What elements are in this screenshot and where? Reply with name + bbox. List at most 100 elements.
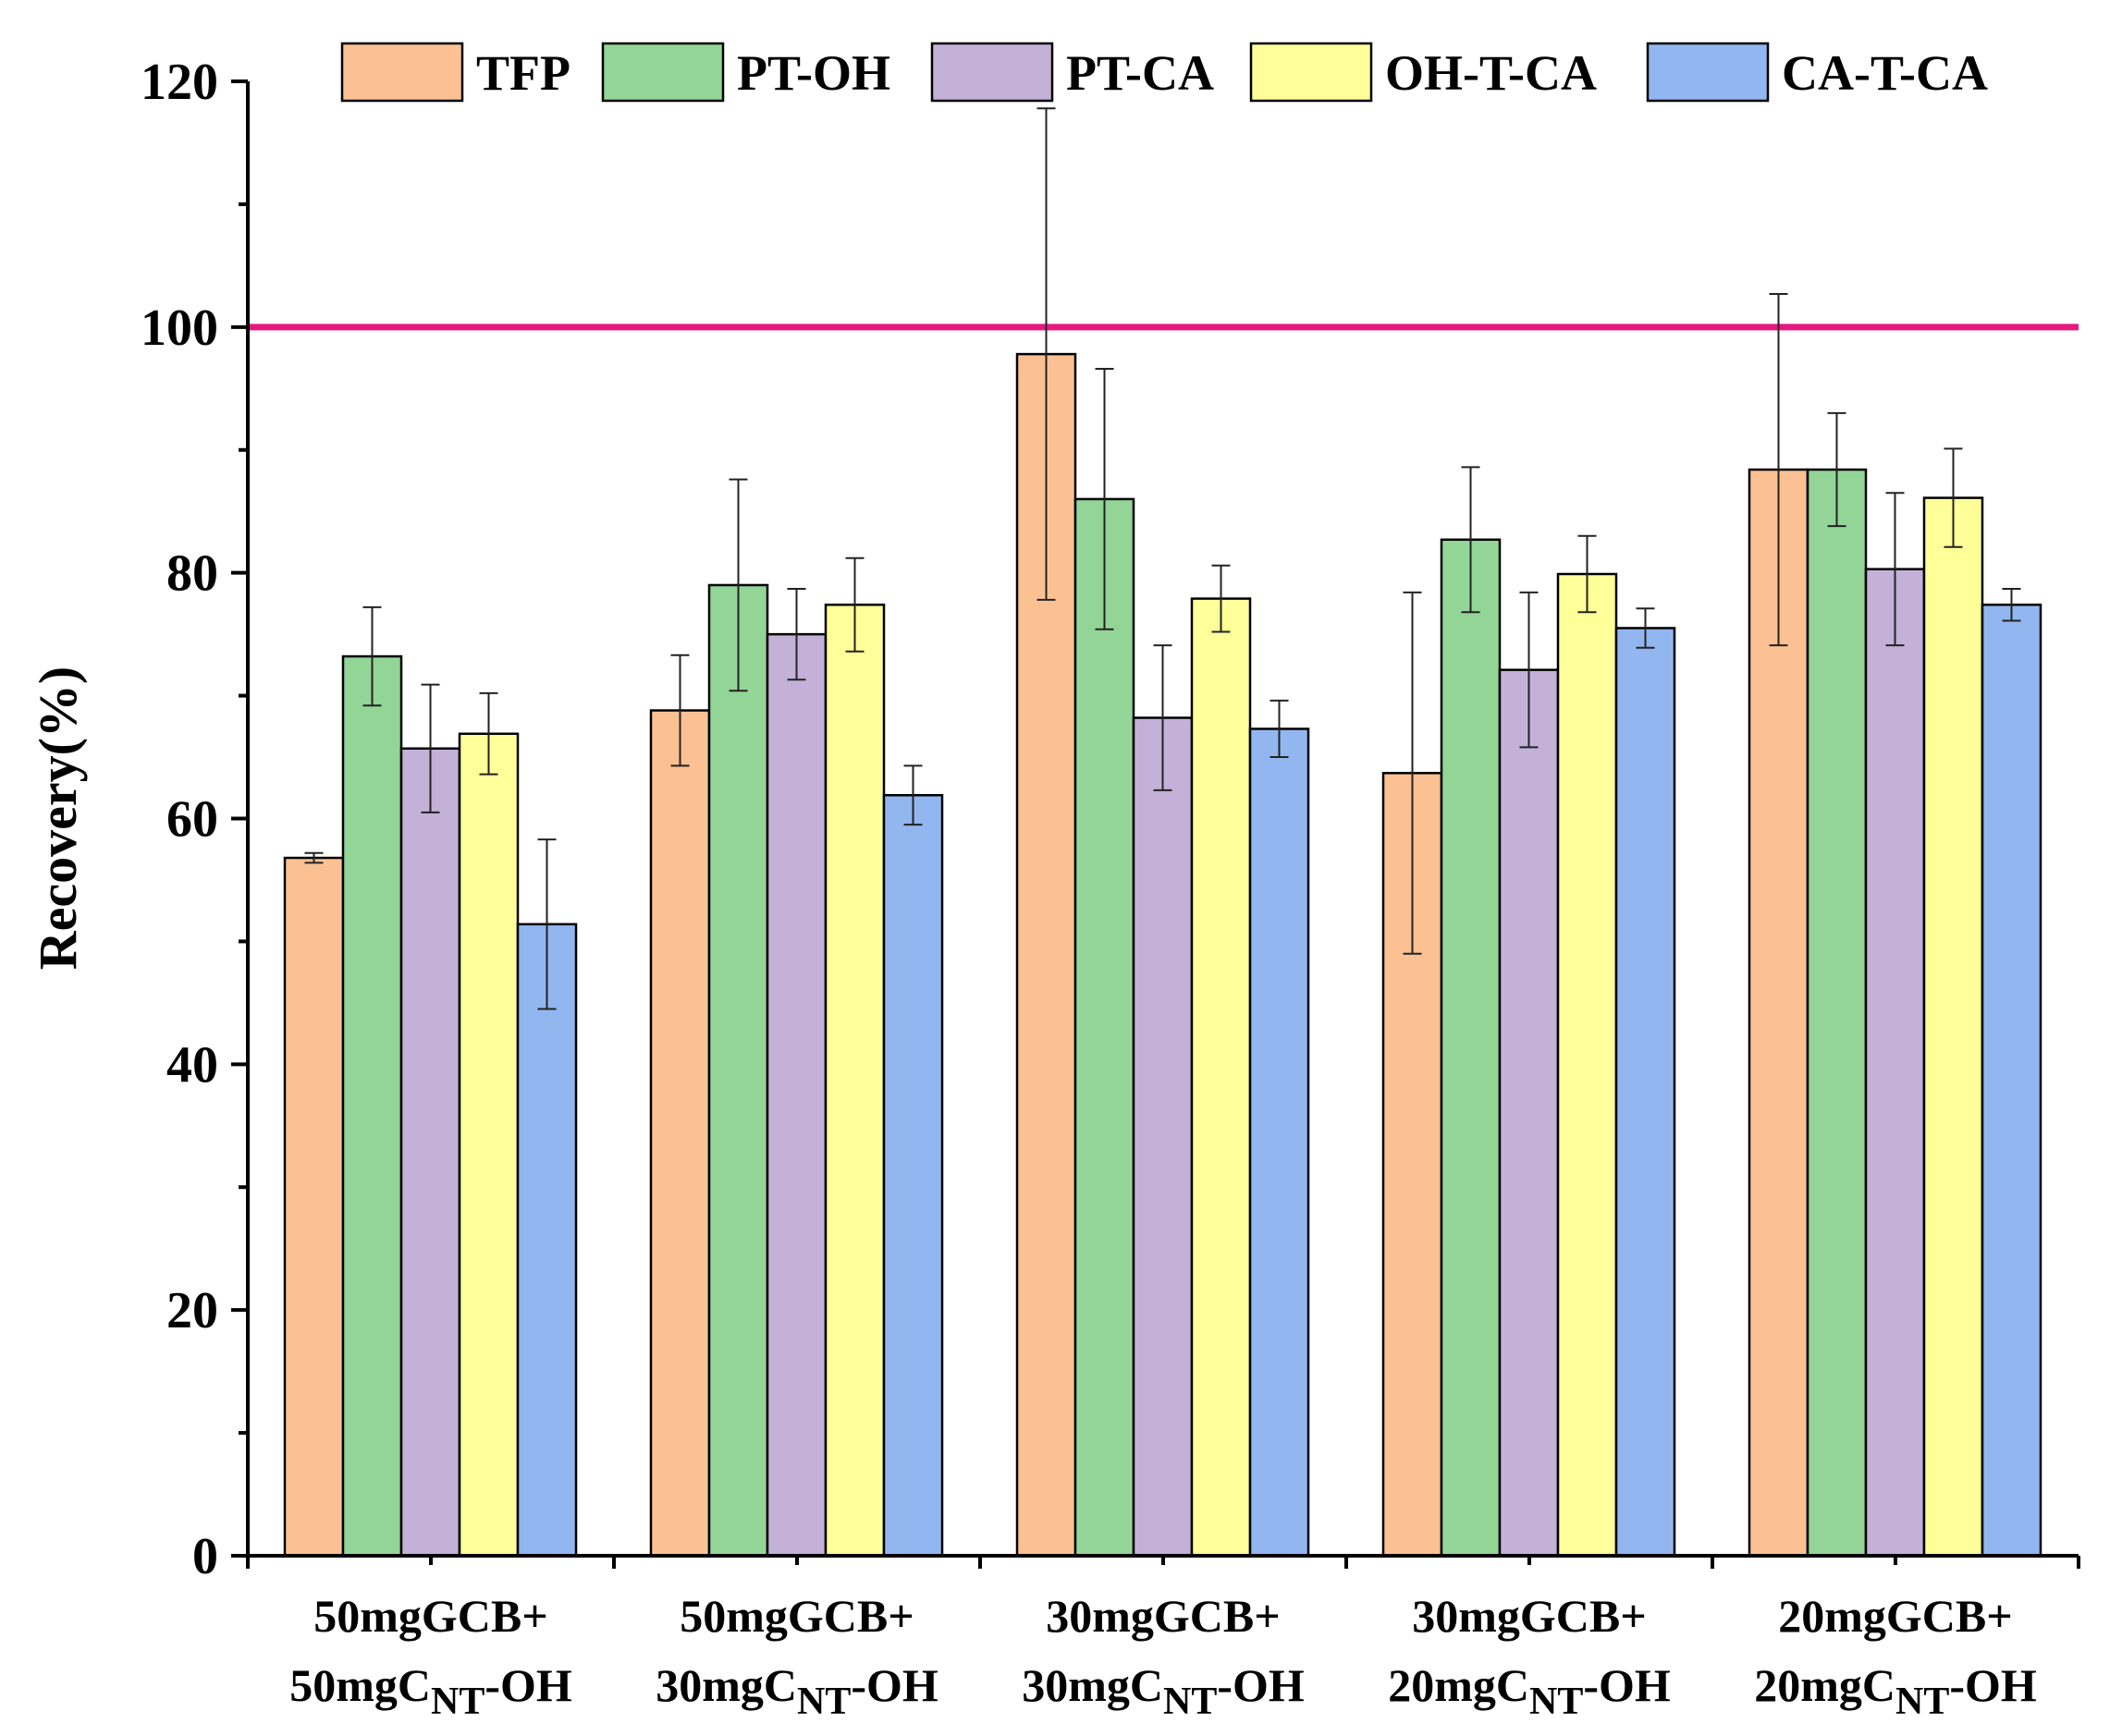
bar-pt-oh-3	[1073, 497, 1135, 1558]
x-category-label-prefix: 30mgC	[1022, 1659, 1163, 1711]
bar-ca-t-ca-3	[1248, 727, 1310, 1558]
y-tick-label: 100	[141, 300, 218, 357]
y-ticks: 0 20 40 60 80 100 120	[141, 54, 248, 1585]
bar-oh-t-ca-4	[1556, 572, 1618, 1558]
x-category-label-suffix: -OH	[1217, 1659, 1305, 1711]
bar-pt-oh-1	[341, 654, 403, 1558]
y-axis-label: Recovery(%)	[28, 666, 88, 971]
bar-pt-ca-5	[1864, 568, 1926, 1558]
bar-pt-ca-1	[399, 747, 461, 1558]
bar-pt-ca-4	[1498, 668, 1560, 1558]
legend-swatch	[930, 42, 1054, 103]
legend-label: TFP	[476, 45, 570, 101]
y-tick-label: 0	[192, 1528, 218, 1585]
y-tick-label: 40	[166, 1036, 218, 1094]
x-category-label-subscript: NT	[431, 1681, 485, 1723]
bar-tfp-1	[283, 856, 345, 1558]
error-bar-tfp-3	[1036, 107, 1056, 601]
bar-pt-ca-2	[766, 632, 828, 1558]
x-category-label-subscript: NT	[1895, 1681, 1949, 1723]
error-bar-pt-oh-4	[1461, 466, 1480, 614]
y-tick-label: 60	[166, 791, 218, 849]
error-bar-oh-t-ca-5	[1944, 447, 1963, 548]
x-categories: 50mgGCB+50mgCNT-OH50mgGCB+30mgCNT-OH30mg…	[246, 1556, 2080, 1723]
x-category-label-suffix: -OH	[851, 1659, 938, 1711]
legend-label: PT-CA	[1066, 45, 1214, 101]
bar-pt-oh-4	[1440, 538, 1502, 1558]
legend: TFP PT-OH PT-CA OH-T-CA CA-T-CA	[340, 42, 1988, 103]
legend-swatch	[601, 42, 725, 103]
error-bar-pt-ca-3	[1153, 644, 1172, 791]
legend-item-oh-t-ca: OH-T-CA	[1249, 42, 1597, 103]
x-category-label-line2: 20mgCNT-OH	[1388, 1659, 1671, 1723]
error-bar-pt-oh-3	[1095, 368, 1114, 630]
bar-oh-t-ca-5	[1922, 496, 1984, 1558]
error-bar-oh-t-ca-3	[1211, 564, 1231, 633]
error-bar-pt-ca-4	[1519, 591, 1539, 749]
legend-label: OH-T-CA	[1385, 45, 1597, 101]
error-bar-tfp-2	[670, 654, 690, 767]
x-category-label-line2: 30mgCNT-OH	[1022, 1659, 1305, 1723]
error-bar-pt-ca-5	[1885, 492, 1905, 647]
error-bar-tfp-1	[304, 851, 324, 864]
error-bar-pt-ca-1	[421, 683, 440, 813]
error-bar-ca-t-ca-4	[1636, 607, 1655, 649]
x-category-label-suffix: -OH	[485, 1659, 572, 1711]
error-bar-tfp-5	[1769, 292, 1788, 647]
error-bar-pt-oh-5	[1827, 411, 1846, 528]
x-category-label-line2: 50mgCNT-OH	[289, 1659, 572, 1723]
x-category-label-prefix: 30mgC	[656, 1659, 797, 1711]
error-bar-pt-oh-2	[729, 478, 748, 692]
x-category-label-subscript: NT	[1529, 1681, 1583, 1723]
x-category-label-line1: 30mgGCB+	[1412, 1590, 1647, 1642]
y-tick-label: 120	[141, 54, 218, 111]
legend-item-ca-t-ca: CA-T-CA	[1646, 42, 1988, 103]
x-category-label-prefix: 20mgC	[1388, 1659, 1529, 1711]
x-category-label-line1: 30mgGCB+	[1046, 1590, 1281, 1642]
x-category-label-subscript: NT	[797, 1681, 851, 1723]
x-category-label-subscript: NT	[1163, 1681, 1217, 1723]
x-category-label-prefix: 20mgC	[1754, 1659, 1895, 1711]
x-category-label-suffix: -OH	[1583, 1659, 1671, 1711]
legend-label: CA-T-CA	[1782, 45, 1988, 101]
x-category-label-line1: 50mgGCB+	[680, 1590, 914, 1642]
legend-swatch	[1646, 42, 1770, 103]
bar-oh-t-ca-3	[1190, 597, 1252, 1558]
error-bar-pt-oh-1	[362, 605, 382, 707]
bars-layer	[283, 107, 2042, 1558]
legend-item-pt-ca: PT-CA	[930, 42, 1214, 103]
error-bar-oh-t-ca-4	[1577, 534, 1597, 614]
bar-oh-t-ca-1	[458, 732, 520, 1558]
error-bar-ca-t-ca-5	[2002, 587, 2021, 622]
x-category-label-prefix: 50mgC	[289, 1659, 431, 1711]
error-bar-oh-t-ca-1	[479, 691, 498, 776]
legend-swatch	[340, 42, 464, 103]
bar-tfp-2	[649, 709, 711, 1558]
error-bar-ca-t-ca-3	[1270, 699, 1289, 759]
bar-pt-oh-2	[707, 583, 769, 1558]
bar-ca-t-ca-1	[516, 923, 578, 1558]
error-bar-ca-t-ca-2	[903, 764, 923, 826]
legend-swatch	[1249, 42, 1373, 103]
legend-label: PT-OH	[737, 45, 890, 101]
x-category-label-line1: 50mgGCB+	[313, 1590, 548, 1642]
bar-pt-ca-3	[1132, 716, 1194, 1558]
legend-item-pt-oh: PT-OH	[601, 42, 890, 103]
bar-pt-oh-5	[1806, 468, 1868, 1558]
error-bar-pt-ca-2	[787, 587, 806, 681]
x-category-label-line2: 30mgCNT-OH	[656, 1659, 938, 1723]
y-tick-label: 20	[166, 1282, 218, 1339]
y-tick-label: 80	[166, 545, 218, 603]
bar-tfp-5	[1748, 468, 1809, 1558]
bar-ca-t-ca-5	[1981, 603, 2042, 1558]
bar-ca-t-ca-4	[1614, 627, 1676, 1558]
x-category-label-line1: 20mgGCB+	[1778, 1590, 2013, 1642]
bar-oh-t-ca-2	[824, 603, 886, 1558]
bar-ca-t-ca-2	[882, 793, 944, 1558]
error-bar-oh-t-ca-2	[845, 556, 865, 653]
legend-item-tfp: TFP	[340, 42, 570, 103]
x-category-label-line2: 20mgCNT-OH	[1754, 1659, 2037, 1723]
x-category-label-suffix: -OH	[1949, 1659, 2037, 1711]
error-bar-tfp-4	[1403, 591, 1422, 955]
